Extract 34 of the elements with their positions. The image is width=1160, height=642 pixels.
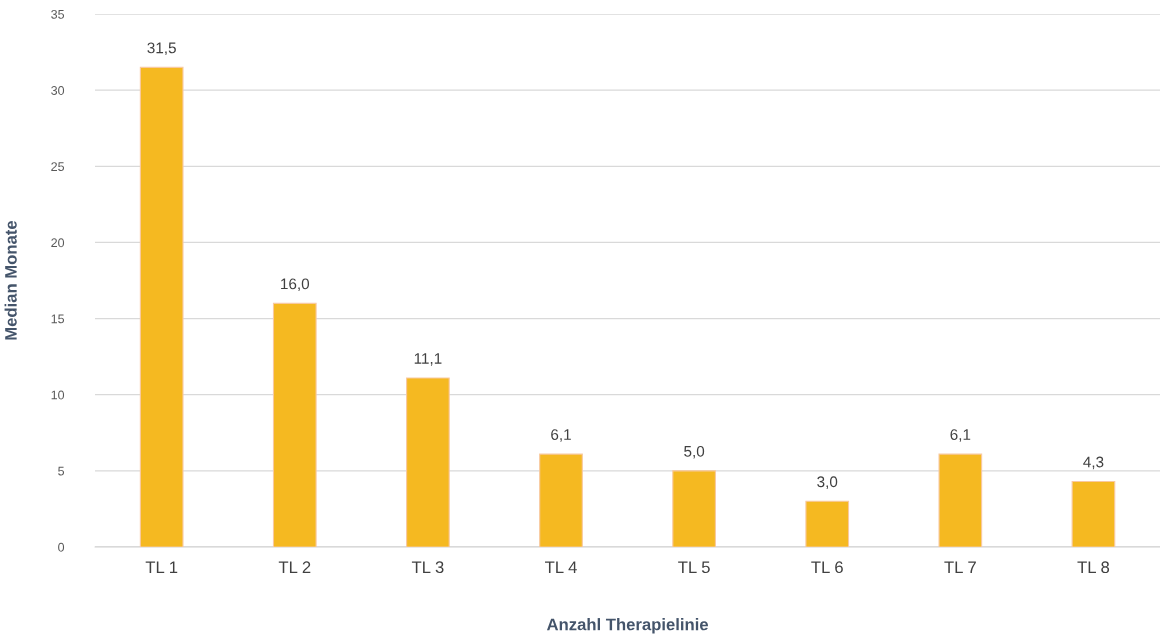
bar xyxy=(1071,480,1116,547)
x-tick-label: TL 5 xyxy=(678,561,710,574)
data-label: 16,0 xyxy=(281,278,310,292)
bar xyxy=(139,66,184,547)
y-tick-label: 5 xyxy=(58,466,65,476)
x-tick-label: TL 1 xyxy=(145,561,178,573)
y-tick-label: 20 xyxy=(51,238,65,248)
x-tick-label: TL 4 xyxy=(545,561,577,573)
data-label: 6,1 xyxy=(551,429,571,442)
x-tick-label: TL 2 xyxy=(278,561,311,573)
y-axis-title: Median Monate xyxy=(4,220,17,340)
data-label: 11,1 xyxy=(414,353,442,366)
y-tick-label: 35 xyxy=(51,9,65,19)
bar xyxy=(539,453,583,547)
data-label: 4,3 xyxy=(1083,456,1104,470)
data-label: 5,0 xyxy=(684,445,705,459)
bar xyxy=(406,377,450,547)
bar xyxy=(272,302,317,547)
y-tick-label: 25 xyxy=(51,162,65,172)
data-label: 31,5 xyxy=(147,42,176,56)
y-tick-label: 0 xyxy=(58,542,65,552)
y-tick-label: 10 xyxy=(51,390,65,400)
data-label: 3,0 xyxy=(817,476,838,489)
x-tick-label: TL 8 xyxy=(1077,561,1110,574)
bar xyxy=(672,470,716,547)
x-tick-label: TL 6 xyxy=(811,561,843,574)
x-tick-label: TL 3 xyxy=(411,561,444,574)
y-tick-label: 15 xyxy=(51,314,65,324)
x-axis-title: Anzahl Therapielinie xyxy=(546,618,709,634)
bar xyxy=(938,453,983,547)
data-label: 6,1 xyxy=(950,429,971,442)
x-tick-label: TL 7 xyxy=(944,561,976,573)
y-tick-label: 30 xyxy=(51,86,65,95)
bar xyxy=(805,500,850,547)
